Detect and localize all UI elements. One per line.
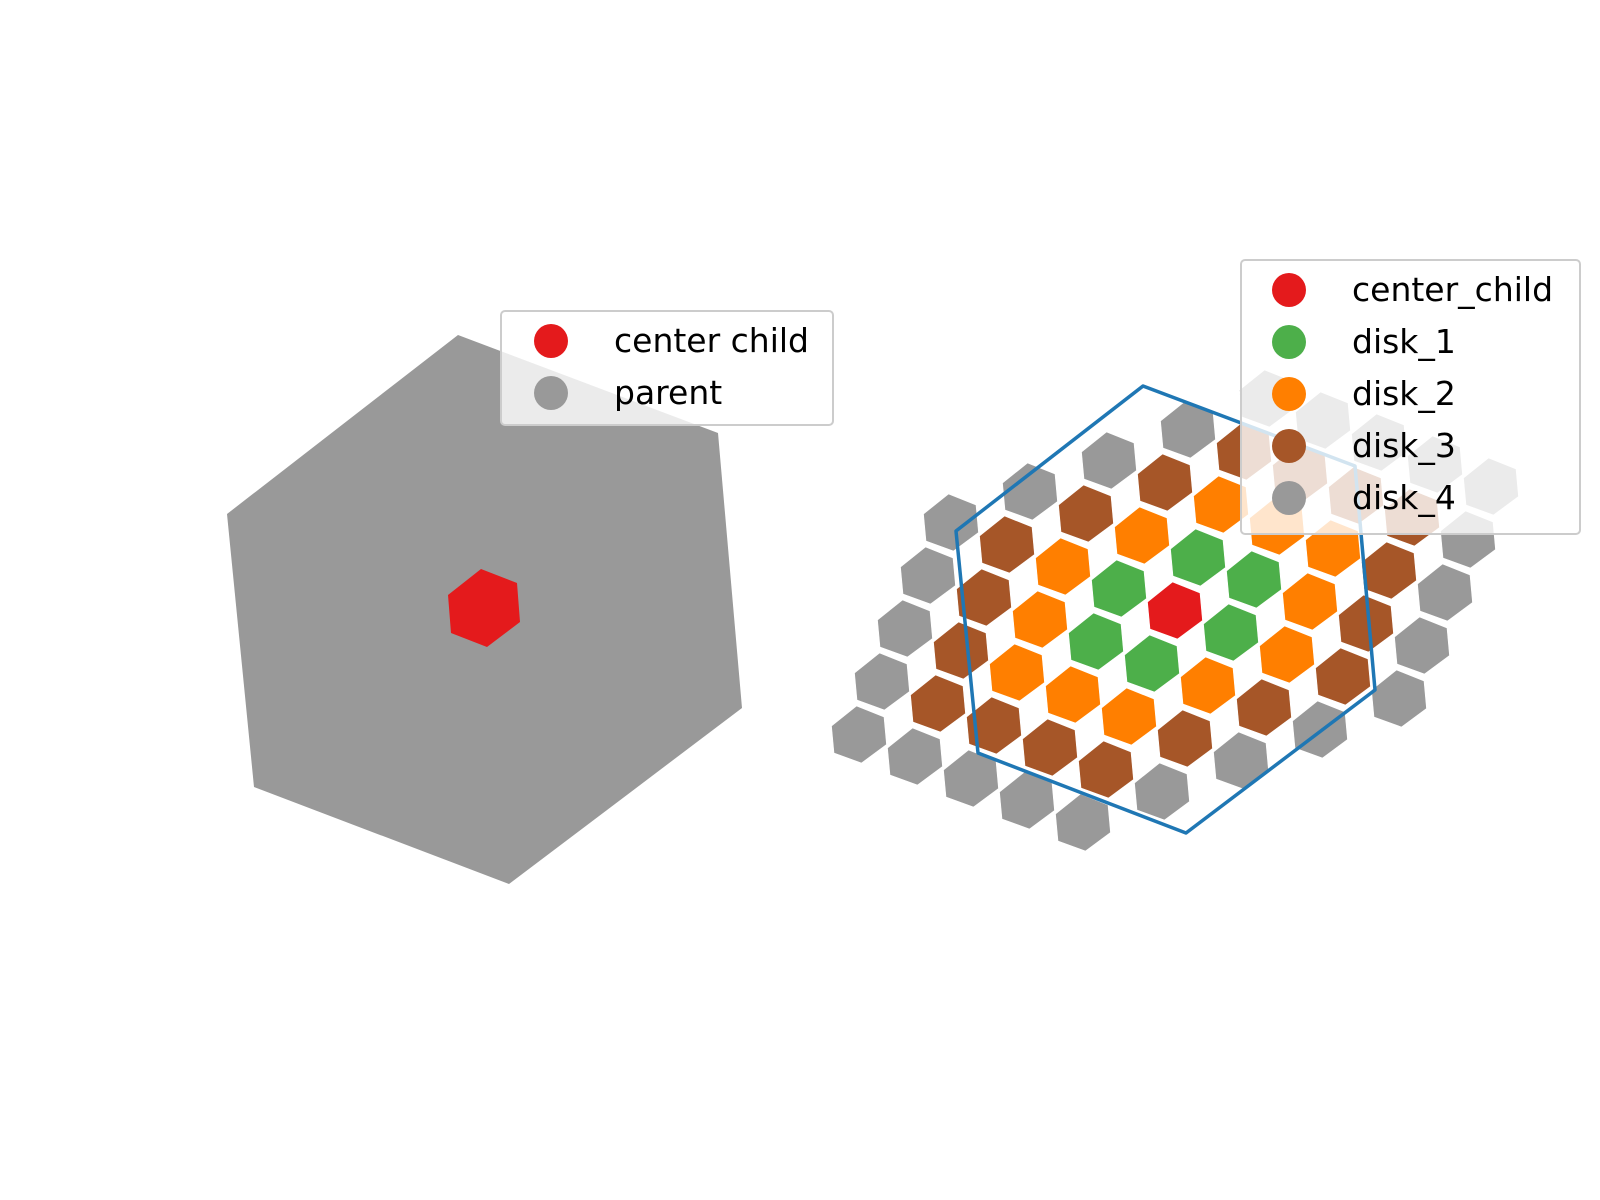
right-legend-label-disk-2: disk_2 [1352, 374, 1456, 413]
disk-4-cell [1134, 762, 1190, 821]
disk-3-cell [1022, 718, 1078, 777]
disk-4-cell [900, 546, 956, 605]
right-legend-box [1240, 259, 1581, 535]
disk-4-cell [877, 599, 933, 658]
disk-4-cell [1081, 431, 1137, 490]
right-legend-label-disk-4: disk_4 [1352, 478, 1456, 517]
disk-4-cell [1417, 563, 1473, 622]
right-legend-label-disk-1: disk_1 [1352, 322, 1456, 361]
disk-4-cell [887, 727, 943, 786]
disk-3-cell [1137, 453, 1193, 512]
disk-2-cell [1282, 572, 1338, 631]
disk-3-cell [979, 515, 1035, 574]
disk-1-cell [1091, 559, 1147, 618]
disk-4-cell [1002, 462, 1058, 521]
disk-4-cell [854, 652, 910, 711]
disk-1-cell [1170, 528, 1226, 587]
disk-4-cell [1371, 669, 1427, 728]
disk-3-cell [1078, 740, 1134, 799]
right-legend-marker-disk-1 [1272, 325, 1306, 359]
left-legend-label-parent: parent [614, 373, 722, 412]
right-legend-marker-center-child [1272, 273, 1306, 307]
disk-3-cell [1315, 647, 1371, 706]
disk-3-cell [966, 696, 1022, 755]
disk-2-cell [989, 643, 1045, 702]
disk-3-cell [1157, 709, 1213, 768]
disk-1-cell [1226, 550, 1282, 609]
disk-3-cell [956, 568, 1012, 627]
left-panel: center child parent [227, 310, 834, 884]
disk-4-cell [831, 705, 887, 764]
disk-3-cell [1058, 484, 1114, 543]
disk-1-cell [1203, 603, 1259, 662]
disk-1-cell [1124, 634, 1180, 693]
left-legend-marker-parent [534, 376, 568, 410]
disk-2-cell [1035, 537, 1091, 596]
disk-3-cell [910, 674, 966, 733]
disk-2-cell [1259, 625, 1315, 684]
disk-2-cell [1012, 590, 1068, 649]
right-legend-label-disk-3: disk_3 [1352, 426, 1456, 465]
disk-4-cell [1213, 731, 1269, 790]
disk-2-cell [1101, 687, 1157, 746]
disk-4-cell [1394, 616, 1450, 675]
left-legend-box [500, 310, 834, 426]
disk-4-cell [1055, 793, 1111, 852]
left-legend-marker-center-child [534, 324, 568, 358]
disk-2-cell [1045, 665, 1101, 724]
disk-1-cell [1068, 612, 1124, 671]
left-legend: center child parent [500, 310, 834, 426]
disk-3-cell [1338, 594, 1394, 653]
right-legend-marker-disk-2 [1272, 377, 1306, 411]
right-legend-marker-disk-3 [1272, 429, 1306, 463]
right-legend: center_child disk_1 disk_2 disk_3 disk_4 [1240, 259, 1581, 535]
left-legend-label-center-child: center child [614, 321, 809, 360]
disk-2-cell [1114, 506, 1170, 565]
disk-4-cell [923, 493, 979, 552]
disk-3-cell [1236, 678, 1292, 737]
right-legend-marker-disk-4 [1272, 481, 1306, 515]
center-child-cell [1147, 581, 1203, 640]
right-panel: center_child disk_1 disk_2 disk_3 disk_4 [831, 259, 1581, 852]
right-legend-label-center-child: center_child [1352, 270, 1553, 309]
center-child-hexagon [448, 569, 520, 647]
disk-3-cell [1361, 541, 1417, 600]
disk-2-cell [1180, 656, 1236, 715]
disk-3-cell [933, 621, 989, 680]
